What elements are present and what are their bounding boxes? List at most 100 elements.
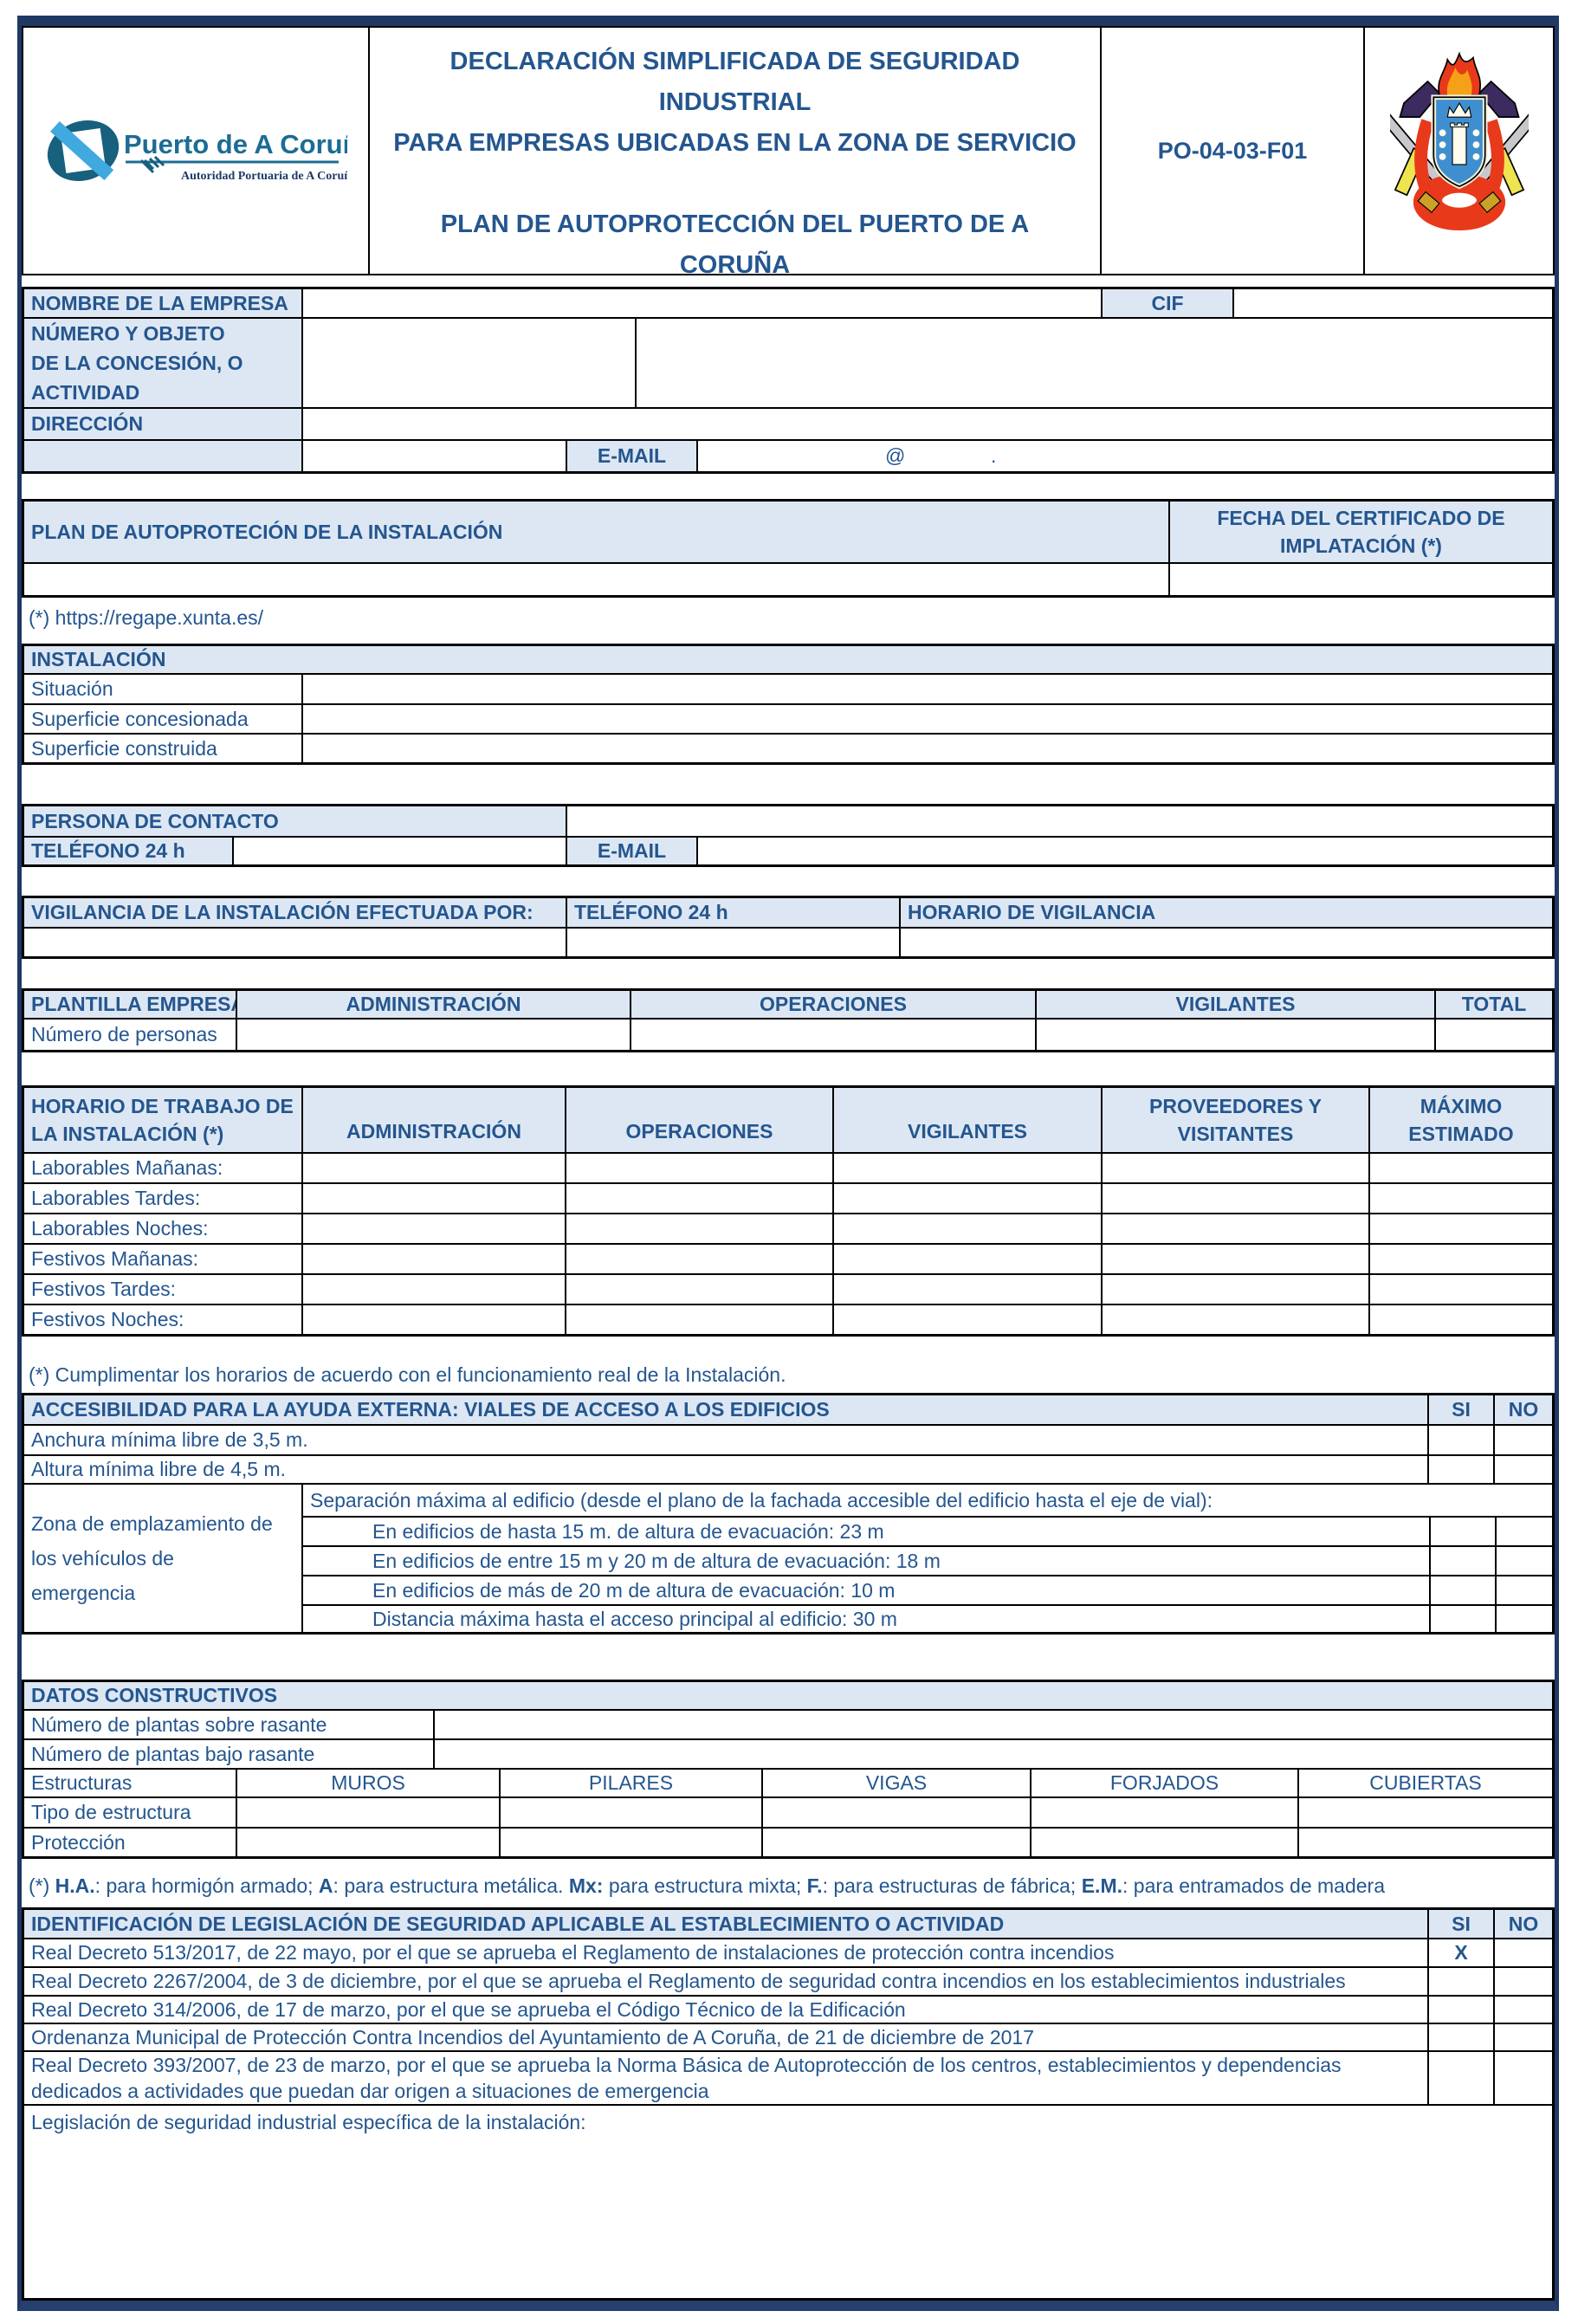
si-checkbox-cell[interactable]: [1429, 1606, 1495, 1632]
horario-input[interactable]: [1368, 1184, 1552, 1213]
proteccion-input[interactable]: [236, 1829, 499, 1856]
si-checkbox-cell[interactable]: [1427, 1426, 1493, 1454]
horario-input[interactable]: [301, 1275, 565, 1304]
plan-input[interactable]: [24, 564, 1168, 595]
no-checkbox-cell[interactable]: [1493, 1939, 1552, 1966]
horario-input[interactable]: [565, 1154, 832, 1182]
si-checkbox-cell[interactable]: [1429, 1547, 1495, 1575]
horario-input[interactable]: [565, 1275, 832, 1304]
cif-input[interactable]: [1232, 289, 1552, 317]
si-checkbox-cell[interactable]: [1427, 1997, 1493, 2023]
si-checkbox-cell[interactable]: [1427, 2024, 1493, 2050]
horario-input[interactable]: [832, 1275, 1101, 1304]
concesion-label-line: DE LA CONCESIÓN, O: [31, 352, 243, 374]
horario-label: HORARIO DE TRABAJO DE LA INSTALACIÓN (*): [24, 1088, 301, 1152]
note-segment: : para entramados de madera: [1122, 1874, 1386, 1897]
no-checkbox-cell[interactable]: [1493, 2052, 1552, 2104]
horario-input[interactable]: [301, 1305, 565, 1334]
empresa-email-input[interactable]: @ .: [696, 441, 1552, 471]
horario-input[interactable]: [1368, 1214, 1552, 1243]
no-checkbox-cell[interactable]: [1495, 1606, 1552, 1632]
vigilancia-horario-label: HORARIO DE VIGILANCIA: [899, 898, 1552, 927]
vigilancia-telefono-input[interactable]: [566, 929, 899, 956]
si-checkbox-cell[interactable]: [1429, 1518, 1495, 1545]
fecha-certificado-label: FECHA DEL CERTIFICADO DE IMPLATACIÓN (*): [1168, 502, 1552, 562]
proteccion-input[interactable]: [761, 1829, 1030, 1856]
si-checkbox-cell[interactable]: [1427, 1968, 1493, 1995]
estructura-input[interactable]: [236, 1798, 499, 1827]
horario-input[interactable]: [832, 1305, 1101, 1334]
plantilla-vigilantes-input[interactable]: [1035, 1020, 1434, 1050]
note-segment: (*): [29, 1874, 55, 1897]
plantas-bajo-input[interactable]: [433, 1740, 1552, 1768]
horario-input[interactable]: [565, 1305, 832, 1334]
horario-input[interactable]: [832, 1214, 1101, 1243]
horario-input[interactable]: [832, 1154, 1101, 1182]
plantilla-operaciones-input[interactable]: [630, 1020, 1035, 1050]
horario-input[interactable]: [1101, 1305, 1368, 1334]
estructura-input[interactable]: [1030, 1798, 1297, 1827]
vigilancia-horario-input[interactable]: [899, 929, 1552, 956]
horario-input[interactable]: [832, 1245, 1101, 1273]
si-checkbox-cell[interactable]: [1429, 1576, 1495, 1604]
horario-input[interactable]: [832, 1184, 1101, 1213]
no-checkbox-cell[interactable]: [1493, 1456, 1552, 1483]
logo-subtitle-text: Autoridad Portuaria de A Coruña: [181, 170, 347, 183]
si-checkbox-cell[interactable]: [1427, 1456, 1493, 1483]
proteccion-input[interactable]: [1297, 1829, 1552, 1856]
persona-contacto-input[interactable]: [566, 806, 1552, 836]
no-checkbox-cell[interactable]: [1495, 1518, 1552, 1545]
no-checkbox-cell[interactable]: [1495, 1576, 1552, 1604]
horario-input[interactable]: [301, 1245, 565, 1273]
proteccion-input[interactable]: [499, 1829, 761, 1856]
si-checkbox-cell[interactable]: X: [1427, 1939, 1493, 1966]
horario-input[interactable]: [565, 1184, 832, 1213]
nombre-empresa-input[interactable]: [301, 289, 1101, 317]
no-checkbox-cell[interactable]: [1493, 1997, 1552, 2023]
horario-input[interactable]: [301, 1214, 565, 1243]
horario-input[interactable]: [1368, 1154, 1552, 1182]
estructura-input[interactable]: [1297, 1798, 1552, 1827]
concesion-objeto-input[interactable]: [635, 319, 1552, 407]
estructura-input[interactable]: [761, 1798, 1030, 1827]
horario-input[interactable]: [1368, 1305, 1552, 1334]
horario-row-label: Laborables Mañanas:: [31, 1156, 223, 1179]
situacion-input[interactable]: [301, 675, 1552, 703]
no-checkbox-cell[interactable]: [1493, 1968, 1552, 1995]
horario-input[interactable]: [1368, 1245, 1552, 1273]
concesion-numero-input[interactable]: [301, 319, 635, 407]
no-checkbox-cell[interactable]: [1493, 1426, 1552, 1454]
horario-input[interactable]: [1101, 1154, 1368, 1182]
plan-label: PLAN DE AUTOPROTECIÓN DE LA INSTALACIÓN: [24, 502, 1168, 562]
horario-input[interactable]: [1368, 1275, 1552, 1304]
proteccion-input[interactable]: [1030, 1829, 1297, 1856]
horario-input[interactable]: [1101, 1245, 1368, 1273]
si-checkbox-cell[interactable]: [1427, 2052, 1493, 2104]
estructura-input[interactable]: [499, 1798, 761, 1827]
horario-input[interactable]: [301, 1154, 565, 1182]
horario-input[interactable]: [301, 1184, 565, 1213]
horario-input[interactable]: [565, 1245, 832, 1273]
superficie-construida-input[interactable]: [301, 735, 1552, 762]
plantas-sobre-input[interactable]: [433, 1711, 1552, 1738]
telefono-24h-input[interactable]: [232, 838, 566, 864]
fecha-certificado-input[interactable]: [1168, 564, 1552, 595]
form-title: DECLARACIÓN SIMPLIFICADA DE SEGURIDAD IN…: [368, 28, 1100, 274]
horario-input[interactable]: [1101, 1275, 1368, 1304]
superficie-concesionada-input[interactable]: [301, 705, 1552, 733]
legislacion-especifica-input[interactable]: Legislación de seguridad industrial espe…: [31, 2111, 586, 2133]
vigilancia-por-input[interactable]: [24, 929, 566, 956]
horario-input[interactable]: [1101, 1184, 1368, 1213]
legislacion-section: IDENTIFICACIÓN DE LEGISLACIÓN DE SEGURID…: [22, 1907, 1555, 2301]
empresa-field-input[interactable]: [301, 441, 566, 471]
horario-input[interactable]: [1101, 1214, 1368, 1243]
horario-input[interactable]: [565, 1214, 832, 1243]
no-checkbox-cell[interactable]: [1495, 1547, 1552, 1575]
direccion-input[interactable]: [301, 409, 1552, 439]
plantilla-col-total: TOTAL: [1434, 991, 1552, 1018]
no-checkbox-cell[interactable]: [1493, 2024, 1552, 2050]
plantilla-administracion-input[interactable]: [236, 1020, 630, 1050]
contacto-email-input[interactable]: [696, 838, 1552, 864]
plantilla-total-input[interactable]: [1434, 1020, 1552, 1050]
